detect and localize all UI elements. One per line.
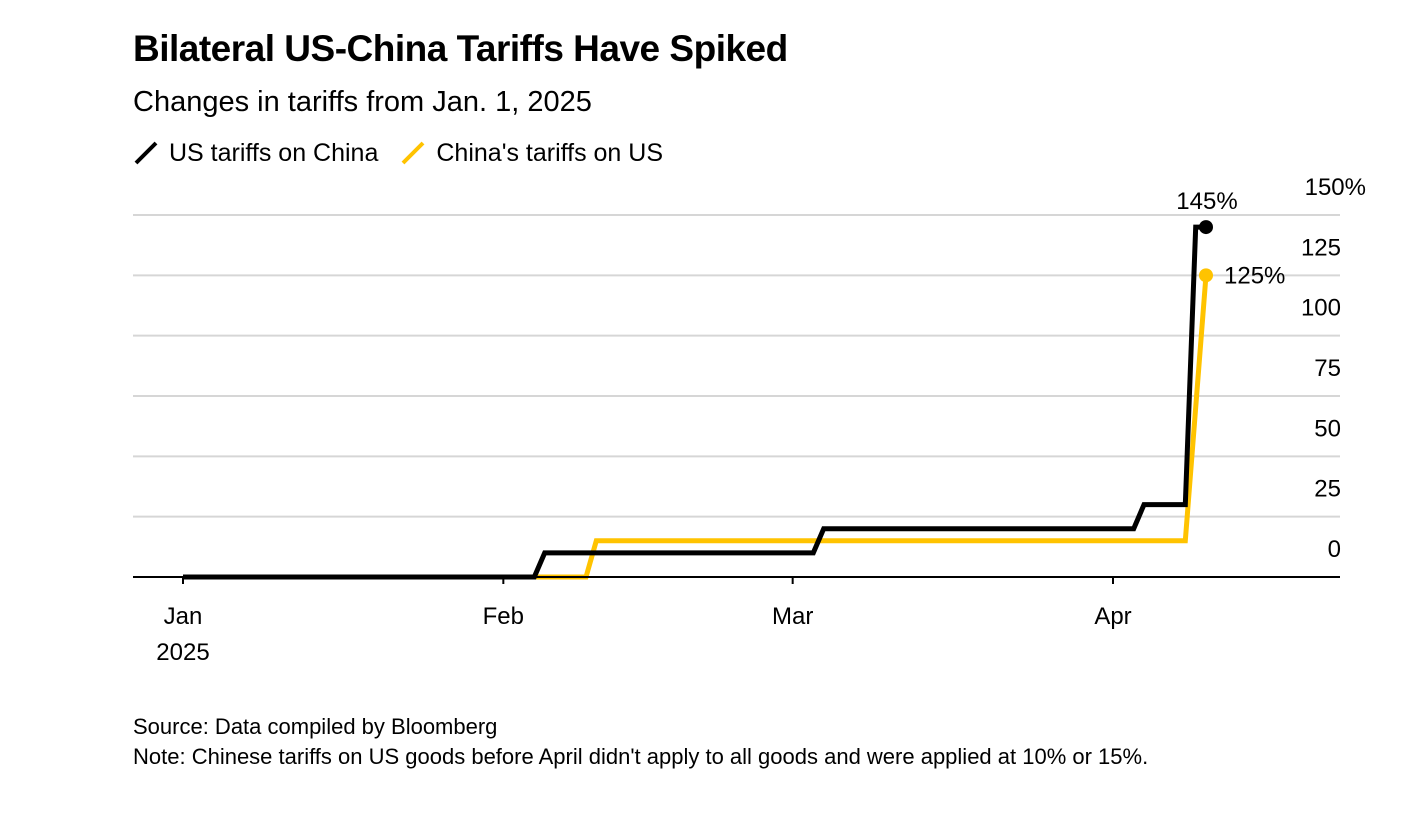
legend-label-china-tariffs: China's tariffs on US xyxy=(436,138,664,167)
x-tick-sublabel-jan: 2025 xyxy=(156,639,209,666)
x-tick-label-apr: Apr xyxy=(1094,603,1131,630)
end-point-us-tariffs xyxy=(1199,220,1213,235)
end-point-china-tariffs xyxy=(1199,268,1213,283)
source-note: Source: Data compiled by Bloomberg xyxy=(133,714,498,739)
line-chart: 0 25 50 75 100 125 150% Jan 2025 Feb Mar Apr 145% 12… xyxy=(133,174,1366,666)
grid-layer xyxy=(133,214,1340,518)
series-line-us-tariffs xyxy=(183,224,1206,580)
chart-title: Bilateral US-China Tariffs Have Spiked xyxy=(133,28,788,69)
series-layer xyxy=(183,220,1213,580)
legend-swatch-us-tariffs xyxy=(134,141,158,165)
y-tick-label-150: 150% xyxy=(1305,174,1366,201)
label-layer: 145% 125% xyxy=(1176,188,1285,289)
legend-swatch-china-tariffs xyxy=(401,141,425,165)
x-tick-label-jan: Jan xyxy=(164,603,203,630)
end-label-china-tariffs: 125% xyxy=(1224,262,1285,289)
y-tick-label-50: 50 xyxy=(1314,415,1341,442)
chart-footer: Source: Data compiled by Bloomberg Note:… xyxy=(133,712,1148,772)
y-tick-label-100: 100 xyxy=(1301,295,1341,322)
chart-legend: US tariffs on China China's tariffs on U… xyxy=(133,138,685,168)
y-tick-label-125: 125 xyxy=(1301,234,1341,261)
x-tick-label-feb: Feb xyxy=(483,603,524,630)
axis-layer: 0 25 50 75 100 125 150% Jan 2025 Feb Mar Apr xyxy=(133,174,1366,666)
footnote: Note: Chinese tariffs on US goods before… xyxy=(133,744,1149,769)
chart-subtitle: Changes in tariffs from Jan. 1, 2025 xyxy=(133,86,592,118)
y-tick-label-75: 75 xyxy=(1314,355,1341,382)
legend-line-us-tariffs xyxy=(134,141,158,165)
series-line-china-tariffs xyxy=(183,275,1209,580)
legend-item-us-tariffs: US tariffs on China xyxy=(133,139,378,168)
y-tick-label-0: 0 xyxy=(1328,536,1341,563)
end-label-us-tariffs: 145% xyxy=(1176,188,1237,215)
legend-label-us-tariffs: US tariffs on China xyxy=(169,138,379,167)
legend-line-china-tariffs xyxy=(401,141,425,165)
legend-item-china-tariffs: China's tariffs on US xyxy=(400,139,663,168)
y-tick-label-25: 25 xyxy=(1314,476,1341,503)
x-tick-label-mar: Mar xyxy=(772,603,813,630)
